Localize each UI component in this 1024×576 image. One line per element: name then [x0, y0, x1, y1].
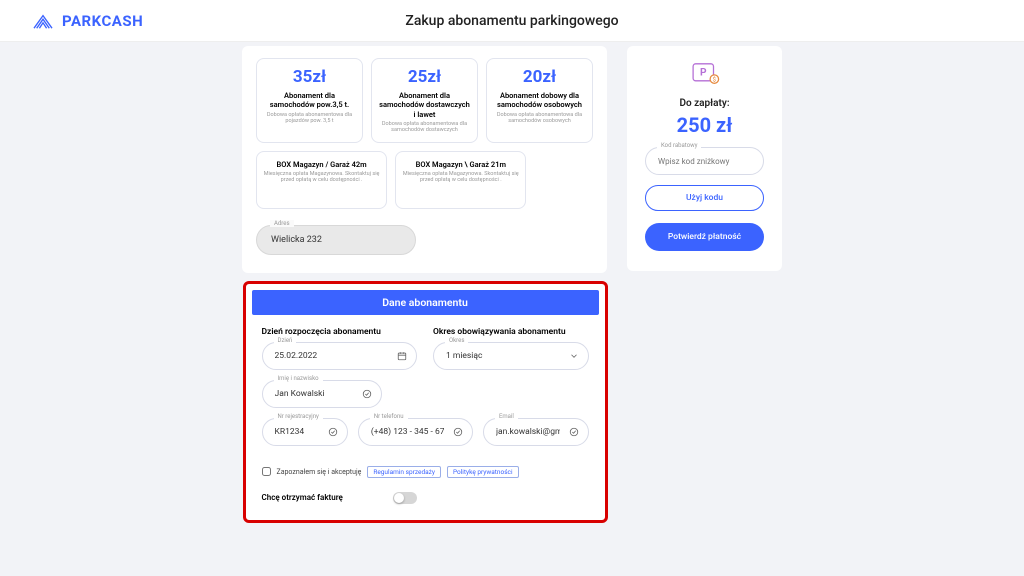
storage-name: BOX Magazyn \ Garaż 21m: [402, 160, 519, 169]
plan-card[interactable]: 20zł Abonament dobowy dla samochodów oso…: [486, 58, 593, 143]
storage-name: BOX Magazyn / Garaż 42m: [263, 160, 380, 169]
plan-name: Abonament dla samochodów pow.3,5 t.: [263, 91, 356, 110]
brand-text: PARKCASH: [62, 12, 143, 30]
storage-card[interactable]: BOX Magazyn / Garaż 42m Miesięczna opłat…: [256, 151, 387, 209]
chevron-down-icon: [569, 351, 579, 361]
logo-icon: [32, 12, 54, 30]
name-float: Imię i nazwisko: [274, 375, 323, 382]
plan-name: Abonament dla samochodów dostawczych i l…: [378, 91, 471, 119]
check-circle-icon: [569, 427, 579, 437]
privacy-link[interactable]: Politykę prywatności: [447, 466, 519, 478]
plan-desc: Dobowa opłata abonamentowa dla pojazdów …: [263, 112, 356, 125]
phone-float: Nr telefonu: [370, 413, 408, 420]
period-label: Okres obowiązywania abonamentu: [433, 327, 589, 337]
address-float-label: Adres: [270, 220, 294, 227]
period-float: Okres: [445, 337, 468, 344]
logo[interactable]: PARKCASH: [32, 12, 143, 30]
check-circle-icon: [362, 389, 372, 399]
start-date-input[interactable]: [262, 342, 418, 370]
plan-name: Abonament dobowy dla samochodów osobowyc…: [493, 91, 586, 110]
svg-text:P: P: [700, 68, 707, 79]
pay-amount: 250 zł: [645, 113, 764, 137]
promo-input[interactable]: [645, 147, 764, 175]
page-title: Zakup abonamentu parkingowego: [405, 13, 618, 29]
plan-card[interactable]: 35zł Abonament dla samochodów pow.3,5 t.…: [256, 58, 363, 143]
plan-price: 20zł: [493, 67, 586, 87]
promo-label: Kod rabatowy: [657, 142, 701, 149]
check-circle-icon: [453, 427, 463, 437]
consent-checkbox[interactable]: [262, 467, 271, 476]
plan-price: 35zł: [263, 67, 356, 87]
form-header: Dane abonamentu: [252, 290, 599, 315]
payment-card: P $ Do zapłaty: 250 zł Kod rabatowy Użyj…: [627, 46, 782, 271]
email-float: Email: [495, 413, 518, 420]
storage-card[interactable]: BOX Magazyn \ Garaż 21m Miesięczna opłat…: [395, 151, 526, 209]
consent-row: Zapoznałem się i akceptuję Regulamin spr…: [262, 466, 589, 478]
plans-card: 35zł Abonament dla samochodów pow.3,5 t.…: [242, 46, 607, 273]
storage-desc: Miesięczna opłata Magazynowa. Skontaktuj…: [263, 171, 380, 184]
calendar-icon: [397, 351, 407, 361]
start-date-label: Dzień rozpoczęcia abonamentu: [262, 327, 418, 337]
pay-label: Do zapłaty:: [645, 98, 764, 109]
date-float: Dzień: [274, 337, 297, 344]
plan-card[interactable]: 25zł Abonament dla samochodów dostawczyc…: [371, 58, 478, 143]
period-select[interactable]: 1 miesiąc: [433, 342, 589, 370]
confirm-payment-button[interactable]: Potwierdź płatność: [645, 223, 764, 251]
address-pill[interactable]: Wielicka 232: [256, 225, 416, 255]
invoice-toggle[interactable]: [393, 492, 417, 504]
storage-desc: Miesięczna opłata Magazynowa. Skontaktuj…: [402, 171, 519, 184]
reg-float: Nr rejestracyjny: [274, 413, 323, 420]
topbar: PARKCASH Zakup abonamentu parkingowego: [0, 0, 1024, 42]
plan-price: 25zł: [378, 67, 471, 87]
plan-desc: Dobowa opłata abonamentowa dla samochodó…: [493, 112, 586, 125]
check-circle-icon: [328, 427, 338, 437]
invoice-label: Chcę otrzymać fakturę: [262, 493, 343, 502]
ticket-icon: P $: [688, 60, 722, 88]
terms-link[interactable]: Regulamin sprzedaży: [367, 466, 441, 478]
subscription-form-card: Dane abonamentu Dzień rozpoczęcia abonam…: [243, 281, 608, 523]
use-code-button[interactable]: Użyj kodu: [645, 185, 764, 211]
address-field: Adres Wielicka 232: [256, 225, 593, 255]
plan-desc: Dobowa opłata abonamentowa dla samochodó…: [378, 121, 471, 134]
consent-text: Zapoznałem się i akceptuję: [277, 468, 362, 476]
address-value: Wielicka 232: [271, 235, 322, 245]
invoice-row: Chcę otrzymać fakturę: [262, 492, 589, 504]
